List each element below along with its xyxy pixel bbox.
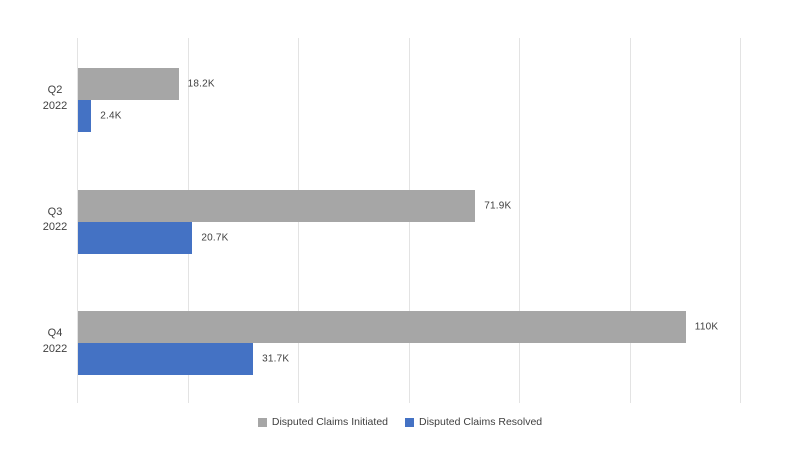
- legend-swatch-icon: [405, 417, 414, 427]
- legend-label: Disputed Claims Initiated: [271, 416, 388, 428]
- value-label: 71.9K: [484, 200, 512, 212]
- category-label: Q2 2022: [42, 83, 68, 112]
- category-label: Q4 2022: [42, 327, 68, 356]
- bar-disputed-claims-resolved-q3-2022: [78, 221, 193, 254]
- legend-label: Disputed Claims Resolved: [419, 416, 543, 428]
- gridline: [629, 38, 631, 403]
- value-label: 2.4K: [100, 110, 122, 122]
- bar-disputed-claims-resolved-q4-2022: [78, 343, 254, 376]
- bar-disputed-claims-initiated-q2-2022: [78, 68, 179, 100]
- gridline: [77, 38, 78, 403]
- legend-swatch-icon: [257, 417, 267, 427]
- value-label: 31.7K: [262, 353, 290, 365]
- value-label: 110K: [694, 321, 719, 333]
- legend-item-disputed-claims-initiated: Disputed Claims Initiated: [257, 416, 388, 428]
- bar-disputed-claims-initiated-q4-2022: [78, 311, 686, 344]
- value-label: 20.7K: [201, 232, 229, 244]
- bar-disputed-claims-resolved-q2-2022: [78, 100, 92, 132]
- bar-disputed-claims-initiated-q3-2022: [78, 189, 476, 222]
- gridline: [519, 38, 520, 403]
- value-label: 18.2K: [187, 78, 215, 90]
- category-label: Q3 2022: [42, 205, 68, 234]
- legend: Disputed Claims Initiated Disputed Claims…: [0, 414, 800, 430]
- gridline: [740, 38, 741, 403]
- legend-item-disputed-claims-resolved: Disputed Claims Resolved: [405, 416, 542, 428]
